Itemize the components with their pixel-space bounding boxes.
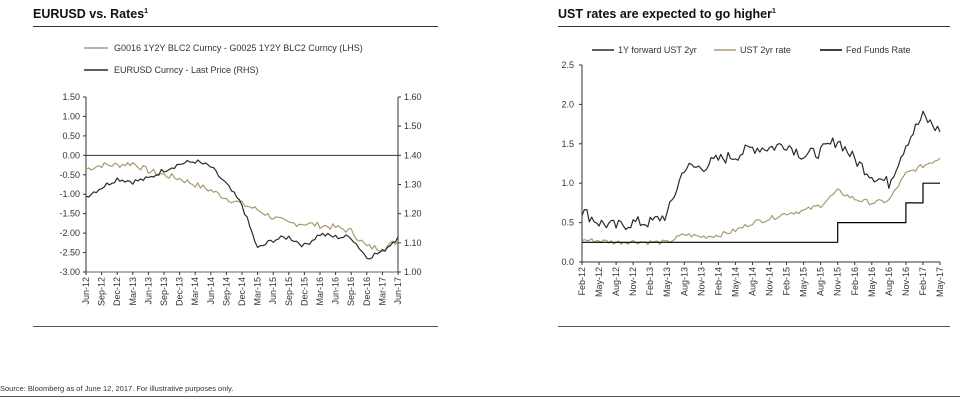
right-chart-x-tick-label-2: Aug-12 bbox=[611, 267, 621, 296]
left-x-tick-label-1: Sep-12 bbox=[97, 277, 107, 306]
right-chart-x-tick-label-13: May-15 bbox=[799, 267, 809, 297]
left-legend: G0016 1Y2Y BLC2 Curncy - G0025 1Y2Y BLC2… bbox=[84, 43, 363, 75]
right-y-tick-label-6: 1.00 bbox=[404, 267, 422, 277]
right-chart-x-tick-label-11: Nov-14 bbox=[765, 267, 775, 296]
left-x-tick-label-20: Jun-17 bbox=[393, 277, 403, 305]
left-y-tick-label-1: 1.00 bbox=[62, 111, 80, 121]
left-y-tick-label-9: -3.00 bbox=[59, 267, 80, 277]
left-x-tick-label-2: Dec-12 bbox=[112, 277, 122, 306]
left-x-tick-label-4: Jun-13 bbox=[143, 277, 153, 305]
left-x-tick-label-18: Dec-16 bbox=[362, 277, 372, 306]
left-chart-title-footnote: 1 bbox=[144, 7, 149, 15]
right-chart-x-tick-label-14: Aug-15 bbox=[816, 267, 826, 296]
right-chart-x-tick-label-10: Aug-14 bbox=[747, 267, 757, 296]
right-y-tick-label-5: 1.10 bbox=[404, 238, 422, 248]
right-chart-x-tick-label-1: May-12 bbox=[594, 267, 604, 297]
left-x-tick-label-14: Dec-15 bbox=[299, 277, 309, 306]
source-note: Source: Bloomberg as of June 12, 2017. F… bbox=[0, 384, 234, 393]
left-y-tick-label-4: -0.50 bbox=[59, 170, 80, 180]
left-x-tick-label-15: Mar-16 bbox=[315, 277, 325, 306]
right-chart-title-text: UST rates are expected to go higher bbox=[558, 7, 772, 21]
left-y-tick-label-0: 1.50 bbox=[62, 92, 80, 102]
left-x-tick-label-17: Sep-16 bbox=[346, 277, 356, 306]
right-legend-label-1: UST 2yr rate bbox=[740, 45, 791, 55]
right-y-tick-label-3: 1.30 bbox=[404, 180, 422, 190]
left-x-tick-label-11: Mar-15 bbox=[253, 277, 263, 306]
right-y-tick-label-0: 1.60 bbox=[404, 92, 422, 102]
left-x-tick-label-0: Jun-12 bbox=[81, 277, 91, 305]
right-chart-x-tick-label-12: Feb-15 bbox=[782, 267, 792, 296]
right-y-tick-label-4: 1.20 bbox=[404, 209, 422, 219]
right-panel-bottom-rule bbox=[558, 326, 950, 327]
left-legend-label-0: G0016 1Y2Y BLC2 Curncy - G0025 1Y2Y BLC2… bbox=[114, 43, 363, 53]
right-chart-x-tick-label-15: Nov-15 bbox=[833, 267, 843, 296]
right-series-line-0 bbox=[581, 110, 941, 231]
right-chart-y-tick-label-0: 2.5 bbox=[561, 60, 574, 70]
right-chart-y-tick-label-5: 0.0 bbox=[561, 257, 574, 267]
right-chart-title: UST rates are expected to go higher1 bbox=[558, 7, 776, 21]
right-y-tick-label-1: 1.50 bbox=[404, 121, 422, 131]
right-legend: 1Y forward UST 2yr UST 2yr rate Fed Funds … bbox=[592, 45, 911, 55]
left-x-tick-label-8: Jun-14 bbox=[206, 277, 216, 305]
left-legend-label-1: EURUSD Curncy - Last Price (RHS) bbox=[114, 65, 259, 75]
right-chart-x-tick-label-6: Aug-13 bbox=[679, 267, 689, 296]
left-y-tick-label-2: 0.50 bbox=[62, 131, 80, 141]
right-chart-x-tick-label-9: May-14 bbox=[730, 267, 740, 297]
left-x-tick-label-7: Mar-14 bbox=[190, 277, 200, 306]
right-chart-x-tick-label-5: May-13 bbox=[662, 267, 672, 297]
right-chart-x-tick-label-17: May-16 bbox=[867, 267, 877, 297]
left-x-tick-label-12: Jun-15 bbox=[268, 277, 278, 305]
right-series-line-2 bbox=[582, 182, 940, 243]
left-y-tick-label-6: -1.50 bbox=[59, 209, 80, 219]
left-series-line-1 bbox=[85, 159, 399, 260]
right-chart-x-tick-label-4: Feb-13 bbox=[645, 267, 655, 296]
left-x-tick-label-9: Sep-14 bbox=[221, 277, 231, 306]
left-x-tick-label-5: Sep-13 bbox=[159, 277, 169, 306]
right-y-tick-label-2: 1.40 bbox=[404, 150, 422, 160]
left-y-tick-label-5: -1.00 bbox=[59, 189, 80, 199]
ust-rates-chart: 1Y forward UST 2yr UST 2yr rate Fed Funds … bbox=[561, 45, 945, 297]
right-legend-label-0: 1Y forward UST 2yr bbox=[618, 45, 697, 55]
left-panel-bottom-rule bbox=[33, 326, 438, 327]
right-chart-x-tick-label-3: Nov-12 bbox=[628, 267, 638, 296]
eurusd-vs-rates-chart: G0016 1Y2Y BLC2 Curncy - G0025 1Y2Y BLC2… bbox=[59, 43, 421, 306]
right-title-underline bbox=[558, 26, 950, 27]
right-chart-x-tick-label-20: Feb-17 bbox=[918, 267, 928, 296]
left-y-tick-label-7: -2.00 bbox=[59, 228, 80, 238]
right-legend-label-2: Fed Funds Rate bbox=[846, 45, 911, 55]
left-x-tick-label-3: Mar-13 bbox=[128, 277, 138, 306]
left-x-tick-label-19: Mar-17 bbox=[377, 277, 387, 306]
left-x-tick-label-13: Sep-15 bbox=[284, 277, 294, 306]
right-series bbox=[581, 110, 941, 246]
right-chart-y-tick-label-4: 0.5 bbox=[561, 218, 574, 228]
page-bottom-rule bbox=[0, 396, 960, 397]
right-series-line-1 bbox=[581, 157, 941, 246]
left-series bbox=[85, 159, 399, 260]
left-x-tick-label-6: Dec-13 bbox=[175, 277, 185, 306]
left-series-line-0 bbox=[85, 162, 399, 252]
left-chart-title: EURUSD vs. Rates1 bbox=[33, 7, 148, 21]
right-chart-x-tick-label-7: Nov-13 bbox=[696, 267, 706, 296]
right-chart-x-tick-label-18: Aug-16 bbox=[884, 267, 894, 296]
left-x-tick-label-10: Dec-14 bbox=[237, 277, 247, 306]
left-y-tick-label-3: 0.00 bbox=[62, 150, 80, 160]
left-x-tick-label-16: Jun-16 bbox=[331, 277, 341, 305]
right-chart-x-tick-label-8: Feb-14 bbox=[713, 267, 723, 296]
right-chart-title-footnote: 1 bbox=[771, 7, 776, 15]
left-axes: 1.50 1.00 0.50 0.00 -0.50 -1.00 -1.50 -2.00 -2.5… bbox=[59, 92, 421, 306]
right-chart-x-tick-label-19: Nov-16 bbox=[901, 267, 911, 296]
left-title-underline bbox=[33, 26, 438, 27]
right-chart-x-tick-label-0: Feb-12 bbox=[577, 267, 587, 296]
right-chart-x-tick-label-16: Feb-16 bbox=[850, 267, 860, 296]
right-chart-y-tick-label-3: 1.0 bbox=[561, 178, 574, 188]
left-chart-title-text: EURUSD vs. Rates bbox=[33, 7, 145, 21]
right-chart-y-tick-label-1: 2.0 bbox=[561, 99, 574, 109]
right-chart-x-tick-label-21: May-17 bbox=[935, 267, 945, 297]
left-y-tick-label-8: -2.50 bbox=[59, 248, 80, 258]
right-chart-y-tick-label-2: 1.5 bbox=[561, 139, 574, 149]
